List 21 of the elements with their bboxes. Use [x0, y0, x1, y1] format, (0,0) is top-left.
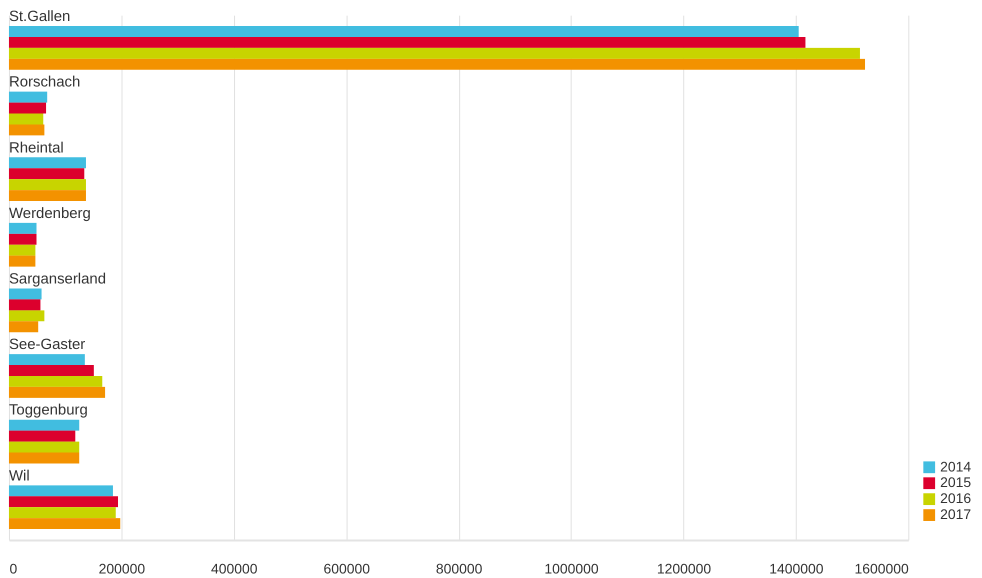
- x-tick-label: 1400000: [769, 560, 824, 576]
- legend-label: 2017: [940, 506, 972, 522]
- y-tick-label: Rorschach: [8, 74, 80, 91]
- legend-label: 2015: [940, 474, 972, 490]
- x-tick-label: 1600000: [854, 560, 910, 576]
- x-tick-label: 1200000: [656, 560, 712, 576]
- y-tick-label: See-Gaster: [8, 336, 86, 354]
- x-tick-label: 0: [9, 560, 18, 576]
- legend-label: 2016: [940, 490, 972, 506]
- x-tick-label: 800000: [436, 560, 483, 576]
- x-tick-label: 400000: [211, 560, 258, 576]
- x-tick-label: 200000: [98, 560, 146, 576]
- y-tick-label: Werdenberg: [8, 204, 91, 222]
- y-tick-label: Toggenburg: [8, 402, 88, 419]
- y-tick-label: Wil: [8, 467, 30, 484]
- y-tick-label: Rheintal: [8, 139, 64, 156]
- y-tick-label: St.Gallen: [8, 8, 70, 26]
- y-tick-label: Sarganserland: [8, 270, 106, 288]
- x-tick-label: 600000: [323, 560, 370, 576]
- x-tick-label: 1000000: [544, 560, 599, 576]
- legend-label: 2014: [940, 458, 972, 474]
